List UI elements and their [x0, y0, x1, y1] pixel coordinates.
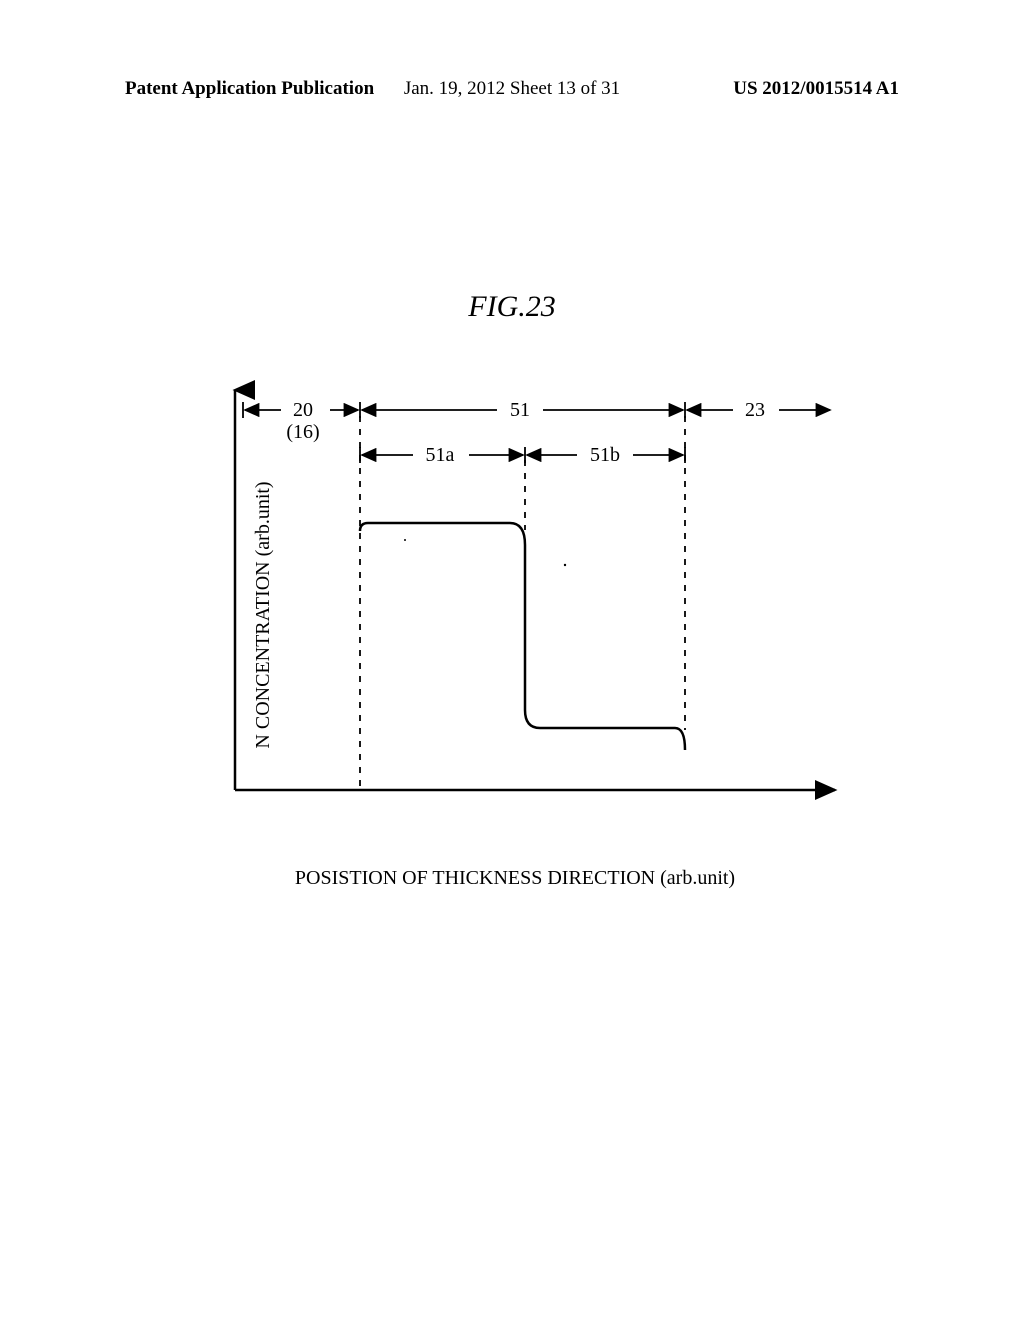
artifact-dot-2: [404, 539, 406, 541]
y-axis-label: N CONCENTRATION (arb.unit): [252, 481, 275, 748]
header-left-text: Patent Application Publication: [125, 78, 374, 100]
label-23: 23: [745, 399, 765, 421]
figure-title: FIG.23: [468, 290, 555, 324]
artifact-dot: [564, 564, 566, 566]
chart-container: N CONCENTRATION (arb.unit) POSISTION OF …: [175, 380, 855, 850]
label-20: 20: [293, 399, 313, 421]
page-header: Patent Application Publication Jan. 19, …: [0, 78, 1024, 100]
label-51: 51: [510, 399, 530, 421]
x-axis-label: POSISTION OF THICKNESS DIRECTION (arb.un…: [295, 867, 735, 890]
label-51a: 51a: [426, 444, 455, 466]
concentration-curve: [360, 523, 685, 750]
header-center-text: Jan. 19, 2012 Sheet 13 of 31: [404, 78, 620, 100]
chart-svg: 20 (16) 51 23 51a 51b: [175, 380, 855, 850]
header-right-text: US 2012/0015514 A1: [733, 78, 899, 100]
label-16: (16): [286, 421, 319, 443]
label-51b: 51b: [590, 444, 620, 466]
